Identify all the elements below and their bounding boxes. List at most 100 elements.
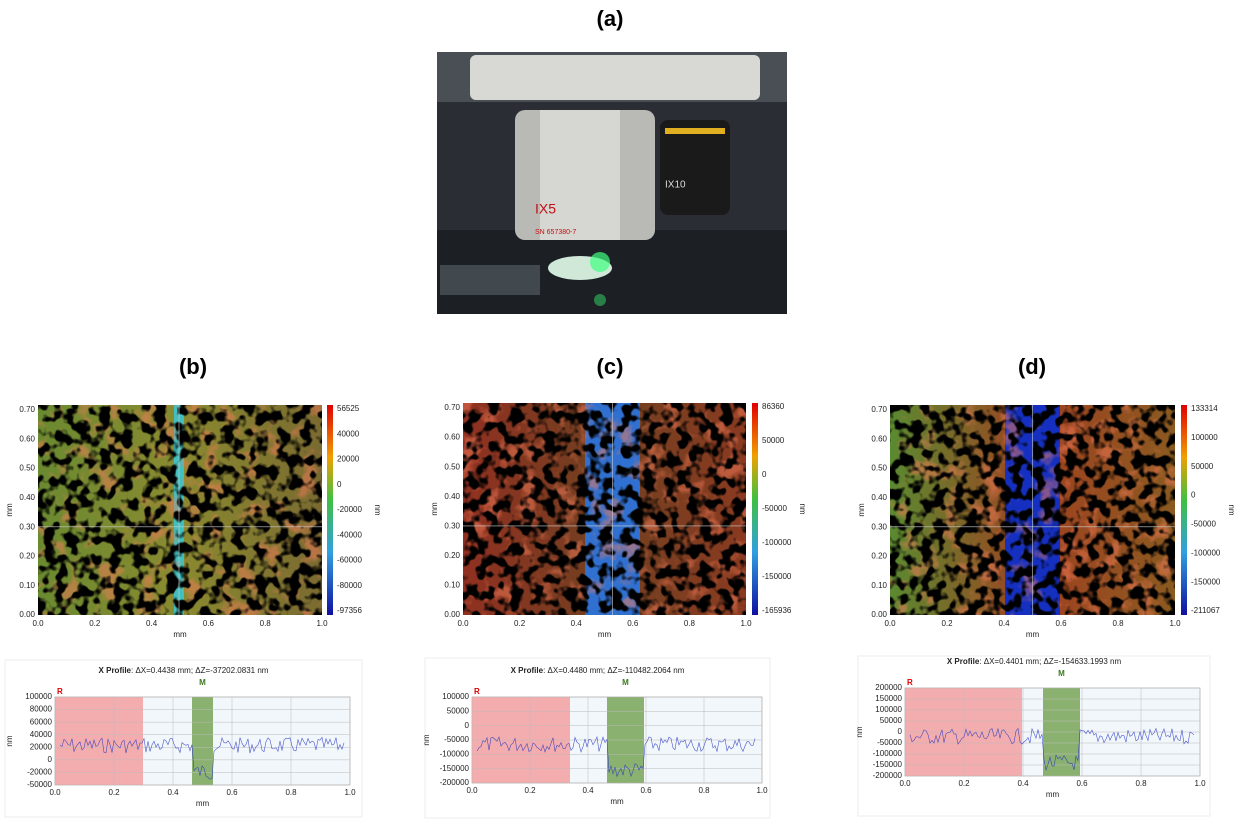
panel-label: (d) <box>1018 354 1046 379</box>
panel-label: (c) <box>597 354 624 379</box>
y-tick-label: 0 <box>48 755 53 764</box>
y-tick-label: 0.70 <box>19 405 35 414</box>
y-tick-label: -200000 <box>873 771 903 780</box>
colorbar-tick-label: -97356 <box>337 606 362 615</box>
marker-label: M <box>622 678 629 687</box>
y-axis-label: nm <box>5 735 14 746</box>
x-tick-label: 0.8 <box>285 788 297 797</box>
panel: (b)0.700.600.500.400.300.200.100.000.0 0.… <box>4 354 382 818</box>
y-axis-label: mm <box>430 502 439 516</box>
y-tick-label: 0 <box>465 721 470 730</box>
x-tick-label: 1.0 <box>316 619 328 628</box>
colorbar-tick-label: 133314 <box>1191 404 1218 413</box>
x-tick-label: 1.0 <box>1169 619 1181 628</box>
x-axis-label: mm <box>196 799 210 808</box>
y-tick-label: 60000 <box>30 717 53 726</box>
y-tick-label: 0.50 <box>19 464 35 473</box>
profile-trace <box>476 735 756 778</box>
x-tick-label: 0.6 <box>226 788 238 797</box>
y-axis-label: mm <box>5 503 14 517</box>
y-tick-label: 0.10 <box>871 581 887 590</box>
x-tick-label: 0.4 <box>571 619 583 628</box>
x-axis-label: mm <box>610 797 624 806</box>
x-tick-label: 0.4 <box>998 619 1010 628</box>
colorbar-tick-label: -100000 <box>762 538 792 547</box>
x-tick-label: 1.0 <box>740 619 752 628</box>
y-tick-label: 0.30 <box>19 522 35 531</box>
colorbar-tick-label: 50000 <box>762 436 785 445</box>
profile-readout: : ΔX=0.4480 mm; ΔZ=-110482.2064 nm <box>543 666 685 675</box>
colorbar-tick-label: -40000 <box>337 530 362 539</box>
y-tick-label: 50000 <box>880 716 903 725</box>
colorbar <box>327 405 333 615</box>
y-tick-label: 100000 <box>25 692 52 701</box>
y-tick-label: 0.40 <box>871 493 887 502</box>
x-tick-label: 0.2 <box>958 779 970 788</box>
x-tick-label: 0.4 <box>167 788 179 797</box>
x-tick-label: 0.4 <box>582 786 594 795</box>
height-map-texture <box>38 405 322 615</box>
y-tick-label: 100000 <box>875 705 902 714</box>
panel-label: (b) <box>179 354 207 379</box>
y-tick-label: -20000 <box>27 768 52 777</box>
profile-title: X Profile: ΔX=0.4438 mm; ΔZ=-37202.0831 … <box>99 666 269 675</box>
colorbar-tick-label: 0 <box>1191 491 1196 500</box>
x-tick-label: 0.4 <box>1017 779 1029 788</box>
colorbar-tick-label: -80000 <box>337 581 362 590</box>
colorbar-tick-label: 0 <box>337 480 342 489</box>
x-tick-label: 0.2 <box>514 619 526 628</box>
colorbar-unit: nm <box>1227 504 1236 515</box>
y-tick-label: 0.50 <box>871 464 887 473</box>
colorbar-tick-label: 86360 <box>762 402 785 411</box>
y-tick-label: 0.70 <box>444 403 460 412</box>
y-tick-label: 40000 <box>30 730 53 739</box>
x-tick-label: 0.0 <box>884 619 896 628</box>
profile-trace <box>59 736 345 780</box>
y-tick-label: 0.30 <box>871 522 887 531</box>
colorbar-tick-label: 50000 <box>1191 462 1214 471</box>
y-tick-label: 50000 <box>447 706 470 715</box>
photo-text: SN 657380-7 <box>535 229 576 236</box>
colorbar-tick-label: -211067 <box>1191 606 1220 615</box>
y-tick-label: -100000 <box>440 749 470 758</box>
y-axis-label: nm <box>422 734 431 745</box>
x-tick-label: 0.6 <box>627 619 639 628</box>
colorbar-tick-label: 100000 <box>1191 433 1218 442</box>
panel: (d)0.700.600.500.400.300.200.100.000.0 0.… <box>855 354 1236 817</box>
y-tick-label: 0.40 <box>19 493 35 502</box>
y-tick-label: 0.30 <box>444 521 460 530</box>
y-tick-label: 0.60 <box>444 433 460 442</box>
y-tick-label: 80000 <box>30 705 53 714</box>
photo: IX5 SN 657380-7 IX10 <box>437 52 787 314</box>
y-tick-label: 200000 <box>875 683 902 692</box>
x-tick-label: 0.8 <box>1135 779 1147 788</box>
y-tick-label: 0.10 <box>444 581 460 590</box>
panel: (c)0.700.600.500.400.300.200.100.000.0 0.… <box>422 354 807 819</box>
x-tick-label: 0.0 <box>49 788 61 797</box>
y-tick-label: 0 <box>898 727 903 736</box>
y-tick-label: -100000 <box>873 749 903 758</box>
colorbar-tick-label: 20000 <box>337 455 360 464</box>
x-tick-label: 0.6 <box>1055 619 1067 628</box>
x-tick-label: 0.8 <box>1112 619 1124 628</box>
colorbar-unit: nm <box>798 503 807 514</box>
y-tick-label: 100000 <box>442 692 469 701</box>
colorbar-tick-label: -60000 <box>337 556 362 565</box>
y-tick-label: 0.70 <box>871 405 887 414</box>
colorbar-tick-label: 40000 <box>337 429 360 438</box>
x-axis-label: mm <box>1046 790 1060 799</box>
colorbar-tick-label: -150000 <box>1191 577 1221 586</box>
colorbar-tick-label: 56525 <box>337 404 360 413</box>
x-tick-label: 0.8 <box>698 786 710 795</box>
x-tick-label: 0.4 <box>146 619 158 628</box>
y-tick-label: 0.10 <box>19 581 35 590</box>
marker-label: M <box>199 678 206 687</box>
reference-region <box>55 697 143 785</box>
profile-readout: : ΔX=0.4401 mm; ΔZ=-154633.1993 nm <box>979 657 1121 666</box>
x-tick-label: 0.6 <box>203 619 215 628</box>
y-tick-label: 0.00 <box>19 610 35 619</box>
y-tick-label: -50000 <box>877 738 902 747</box>
profile-title-name: X Profile <box>99 666 132 675</box>
colorbar-unit: nm <box>373 504 382 515</box>
